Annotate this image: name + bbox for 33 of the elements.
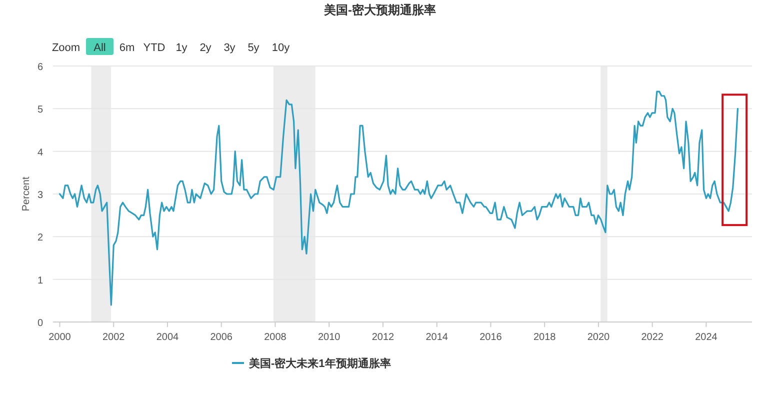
text: YTD bbox=[143, 42, 166, 54]
y-tick-label: 0 bbox=[37, 318, 44, 329]
x-tick-label: 2002 bbox=[102, 332, 126, 343]
x-tick-label: 2010 bbox=[318, 332, 341, 343]
x-tick-label: 2000 bbox=[48, 332, 72, 343]
line-series bbox=[58, 90, 739, 306]
x-tick-label: 2020 bbox=[587, 332, 610, 343]
y-tick-label: 5 bbox=[37, 104, 44, 116]
text: 2y bbox=[200, 42, 212, 54]
y-tick-label: 1 bbox=[37, 275, 44, 286]
text: 5y bbox=[248, 42, 260, 54]
x-tick-label: 2024 bbox=[695, 332, 718, 343]
x-tick-label: 2014 bbox=[426, 332, 448, 343]
text: 1y bbox=[176, 42, 188, 54]
y-axis-title: Percent bbox=[21, 176, 32, 212]
x-tick-label: 2016 bbox=[480, 332, 502, 343]
text: 6m bbox=[119, 42, 135, 54]
y-tick-label: 2 bbox=[37, 232, 44, 244]
text: 3y bbox=[224, 42, 236, 54]
text: All bbox=[94, 42, 106, 54]
x-tick-label: 2022 bbox=[641, 332, 664, 343]
x-tick-label: 2012 bbox=[372, 332, 395, 343]
x-tick-label: 2008 bbox=[264, 332, 287, 343]
text: Zoom bbox=[52, 42, 80, 54]
y-tick-label: 4 bbox=[37, 147, 44, 158]
y-tick-label: 6 bbox=[37, 62, 44, 73]
text: 10y bbox=[272, 42, 290, 54]
chart-title: 美国-密大预期通胀率 bbox=[323, 3, 436, 17]
x-tick-label: 2006 bbox=[210, 332, 233, 343]
x-tick-label: 2004 bbox=[156, 332, 180, 343]
legend-label: 美国-密大未来1年预期通胀率 bbox=[248, 357, 391, 370]
y-tick-label: 3 bbox=[37, 190, 44, 201]
x-tick-label: 2018 bbox=[533, 332, 556, 343]
